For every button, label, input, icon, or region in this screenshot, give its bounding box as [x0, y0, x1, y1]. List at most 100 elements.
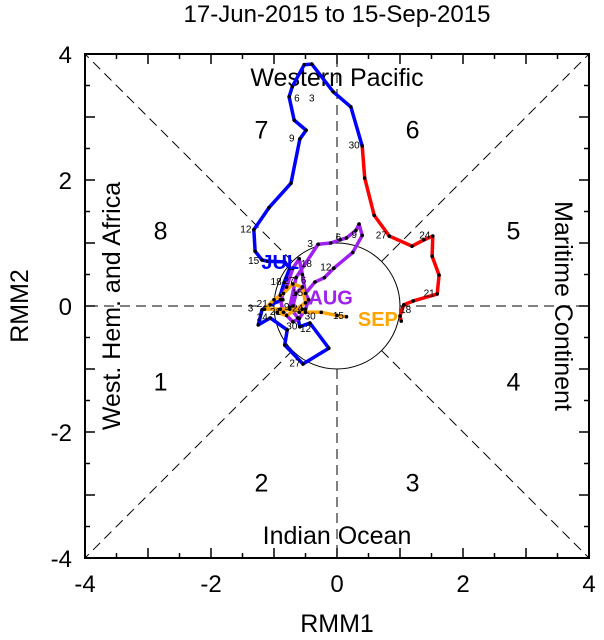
- day-point: [297, 316, 302, 321]
- y-tick-label: 2: [59, 168, 72, 195]
- phase-number-4: 4: [506, 369, 520, 397]
- day-point: [265, 259, 270, 264]
- day-point: [268, 316, 273, 320]
- day-point: [300, 272, 305, 277]
- day-point: [328, 241, 333, 245]
- day-point: [310, 62, 314, 66]
- month-label-sep: SEP: [358, 309, 398, 331]
- day-label: 21: [270, 307, 282, 318]
- day-point: [281, 310, 286, 315]
- day-point: [253, 249, 257, 253]
- month-label-jul: JUL: [261, 252, 299, 274]
- day-point: [294, 275, 298, 280]
- day-point: [301, 362, 305, 366]
- day-point: [298, 137, 302, 141]
- day-point: [282, 343, 287, 347]
- day-point: [272, 297, 276, 302]
- phase-number-1: 1: [154, 369, 168, 397]
- day-point: [308, 321, 312, 325]
- phase-number-8: 8: [154, 217, 168, 245]
- day-point: [260, 258, 264, 262]
- day-point: [332, 266, 336, 271]
- day-point: [331, 90, 336, 94]
- day-label: 18: [400, 305, 412, 316]
- day-point: [430, 234, 435, 238]
- day-label: 21: [257, 299, 269, 310]
- phase-number-2: 2: [254, 469, 268, 497]
- y-tick-label: 4: [59, 42, 72, 69]
- day-point: [284, 285, 289, 289]
- day-label: 30: [349, 140, 361, 151]
- day-point: [303, 310, 308, 315]
- day-point: [287, 266, 292, 271]
- day-point: [285, 328, 290, 332]
- day-label: 3: [309, 94, 315, 105]
- day-point: [281, 297, 285, 302]
- day-point: [313, 280, 317, 284]
- day-label: 9: [289, 134, 295, 145]
- day-label: 18: [271, 277, 283, 288]
- day-point: [278, 307, 283, 311]
- day-point: [297, 256, 302, 261]
- day-label: 27: [376, 231, 388, 242]
- day-point: [350, 250, 355, 255]
- x-tick-label: 4: [582, 571, 595, 598]
- x-tick-label: 2: [456, 571, 469, 598]
- day-point: [401, 302, 406, 307]
- day-point: [322, 275, 327, 280]
- day-label: 30: [305, 311, 317, 322]
- day-label: 12: [320, 263, 332, 274]
- day-label: 24: [292, 304, 304, 315]
- day-point: [284, 313, 289, 318]
- x-tick-label: -2: [200, 571, 221, 598]
- day-point: [303, 307, 308, 311]
- x-tick-label: 0: [330, 571, 343, 598]
- chart-title: 17-Jun-2015 to 15-Sep-2015: [184, 1, 491, 28]
- unit-circle: [273, 242, 401, 370]
- day-point: [349, 105, 353, 109]
- month-label-aug: AUG: [308, 287, 352, 309]
- day-point: [289, 181, 293, 185]
- day-label: 12: [240, 224, 252, 235]
- day-point: [262, 307, 267, 311]
- day-point: [399, 319, 404, 323]
- day-point: [354, 228, 358, 233]
- day-point: [281, 291, 286, 296]
- day-point: [298, 324, 302, 329]
- day-label: 15: [248, 256, 260, 267]
- day-point: [437, 273, 441, 277]
- phase-divider-line: [84, 350, 293, 559]
- region-bottom-label: Indian Ocean: [263, 522, 412, 550]
- day-label: 9: [351, 230, 357, 241]
- day-point: [291, 304, 295, 308]
- day-point: [282, 280, 286, 285]
- phase-divider-line: [381, 350, 590, 559]
- day-point: [372, 213, 376, 218]
- region-top-label: Western Pacific: [250, 64, 423, 92]
- day-point: [291, 319, 295, 324]
- phase-number-3: 3: [406, 469, 420, 497]
- day-point: [268, 302, 273, 307]
- day-point: [304, 128, 308, 133]
- day-point: [411, 299, 416, 303]
- region-left-label: West. Hem. and Africa: [98, 182, 126, 430]
- day-point: [362, 176, 367, 180]
- x-axis-label: RMM1: [300, 610, 374, 638]
- day-point: [387, 234, 392, 238]
- day-point: [282, 260, 287, 264]
- day-point: [294, 291, 298, 296]
- day-point: [300, 285, 305, 289]
- day-label: 27: [289, 358, 301, 369]
- y-axis-label: RMM2: [6, 269, 34, 343]
- day-label: 27: [283, 276, 295, 287]
- phase-number-5: 5: [506, 217, 520, 245]
- phase-number-7: 7: [254, 117, 268, 145]
- day-point: [435, 292, 439, 296]
- phase-number-6: 6: [406, 117, 420, 145]
- region-right-label: Maritime Continent: [549, 201, 577, 411]
- day-point: [410, 244, 414, 248]
- y-tick-label: 0: [59, 294, 72, 321]
- day-point: [303, 301, 308, 305]
